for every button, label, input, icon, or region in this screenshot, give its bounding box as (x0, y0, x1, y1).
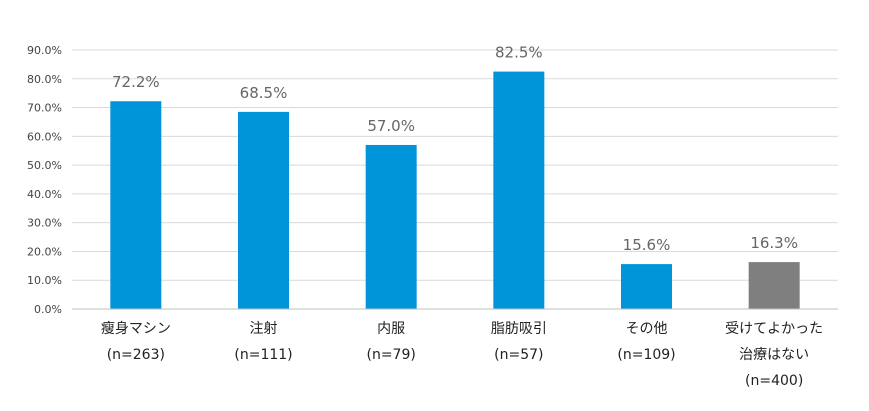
category-label: (n=57) (494, 347, 543, 363)
bar (238, 111, 289, 309)
data-label: 82.5% (495, 44, 543, 62)
y-tick-label: 20.0% (27, 245, 62, 258)
data-label: 16.3% (750, 234, 798, 252)
category-label: 治療はない (739, 346, 809, 363)
category-label: 脂肪吸引 (491, 321, 547, 337)
category-label: 受けてよかった (725, 321, 823, 337)
category-label: (n=109) (617, 347, 675, 363)
bar (621, 264, 672, 309)
bar (493, 71, 545, 309)
data-label: 57.0% (367, 117, 415, 135)
y-tick-label: 70.0% (27, 102, 62, 115)
y-axis-tick-labels: 0.0% 10.0% 20.0% 30.0% 40.0% 50.0% 60.0% 70.0% 8… (27, 44, 62, 316)
data-label: 72.2% (112, 73, 160, 91)
y-tick-label: 60.0% (27, 130, 62, 143)
y-tick-label: 40.0% (27, 188, 62, 201)
category-labels: 瘦身マシン (n=263) 注射 (n=111) 内服 (n=79) 脂肪吸引 (n=57) そ… (101, 320, 823, 389)
category-label: 瘦身マシン (101, 320, 171, 337)
gridlines (72, 49, 838, 281)
category-label: (n=263) (107, 347, 165, 363)
y-tick-label: 90.0% (27, 44, 62, 57)
y-tick-label: 50.0% (27, 159, 62, 172)
bars (110, 71, 800, 309)
category-label: (n=400) (745, 373, 803, 389)
category-label: 内服 (377, 321, 405, 337)
category-label: その他 (626, 321, 668, 337)
y-tick-label: 10.0% (27, 274, 62, 287)
data-labels: 72.2% 68.5% 57.0% 82.5% 15.6% 16.3% (112, 44, 798, 255)
bar (110, 101, 162, 309)
category-label: (n=79) (366, 347, 415, 363)
y-tick-label: 0.0% (34, 303, 62, 316)
category-label: (n=111) (234, 347, 292, 363)
y-tick-label: 30.0% (27, 217, 62, 230)
bar (748, 262, 800, 309)
data-label: 68.5% (240, 84, 288, 102)
data-label: 15.6% (623, 236, 671, 254)
bar (365, 144, 417, 309)
y-tick-label: 80.0% (27, 73, 62, 86)
category-label: 注射 (250, 321, 278, 337)
